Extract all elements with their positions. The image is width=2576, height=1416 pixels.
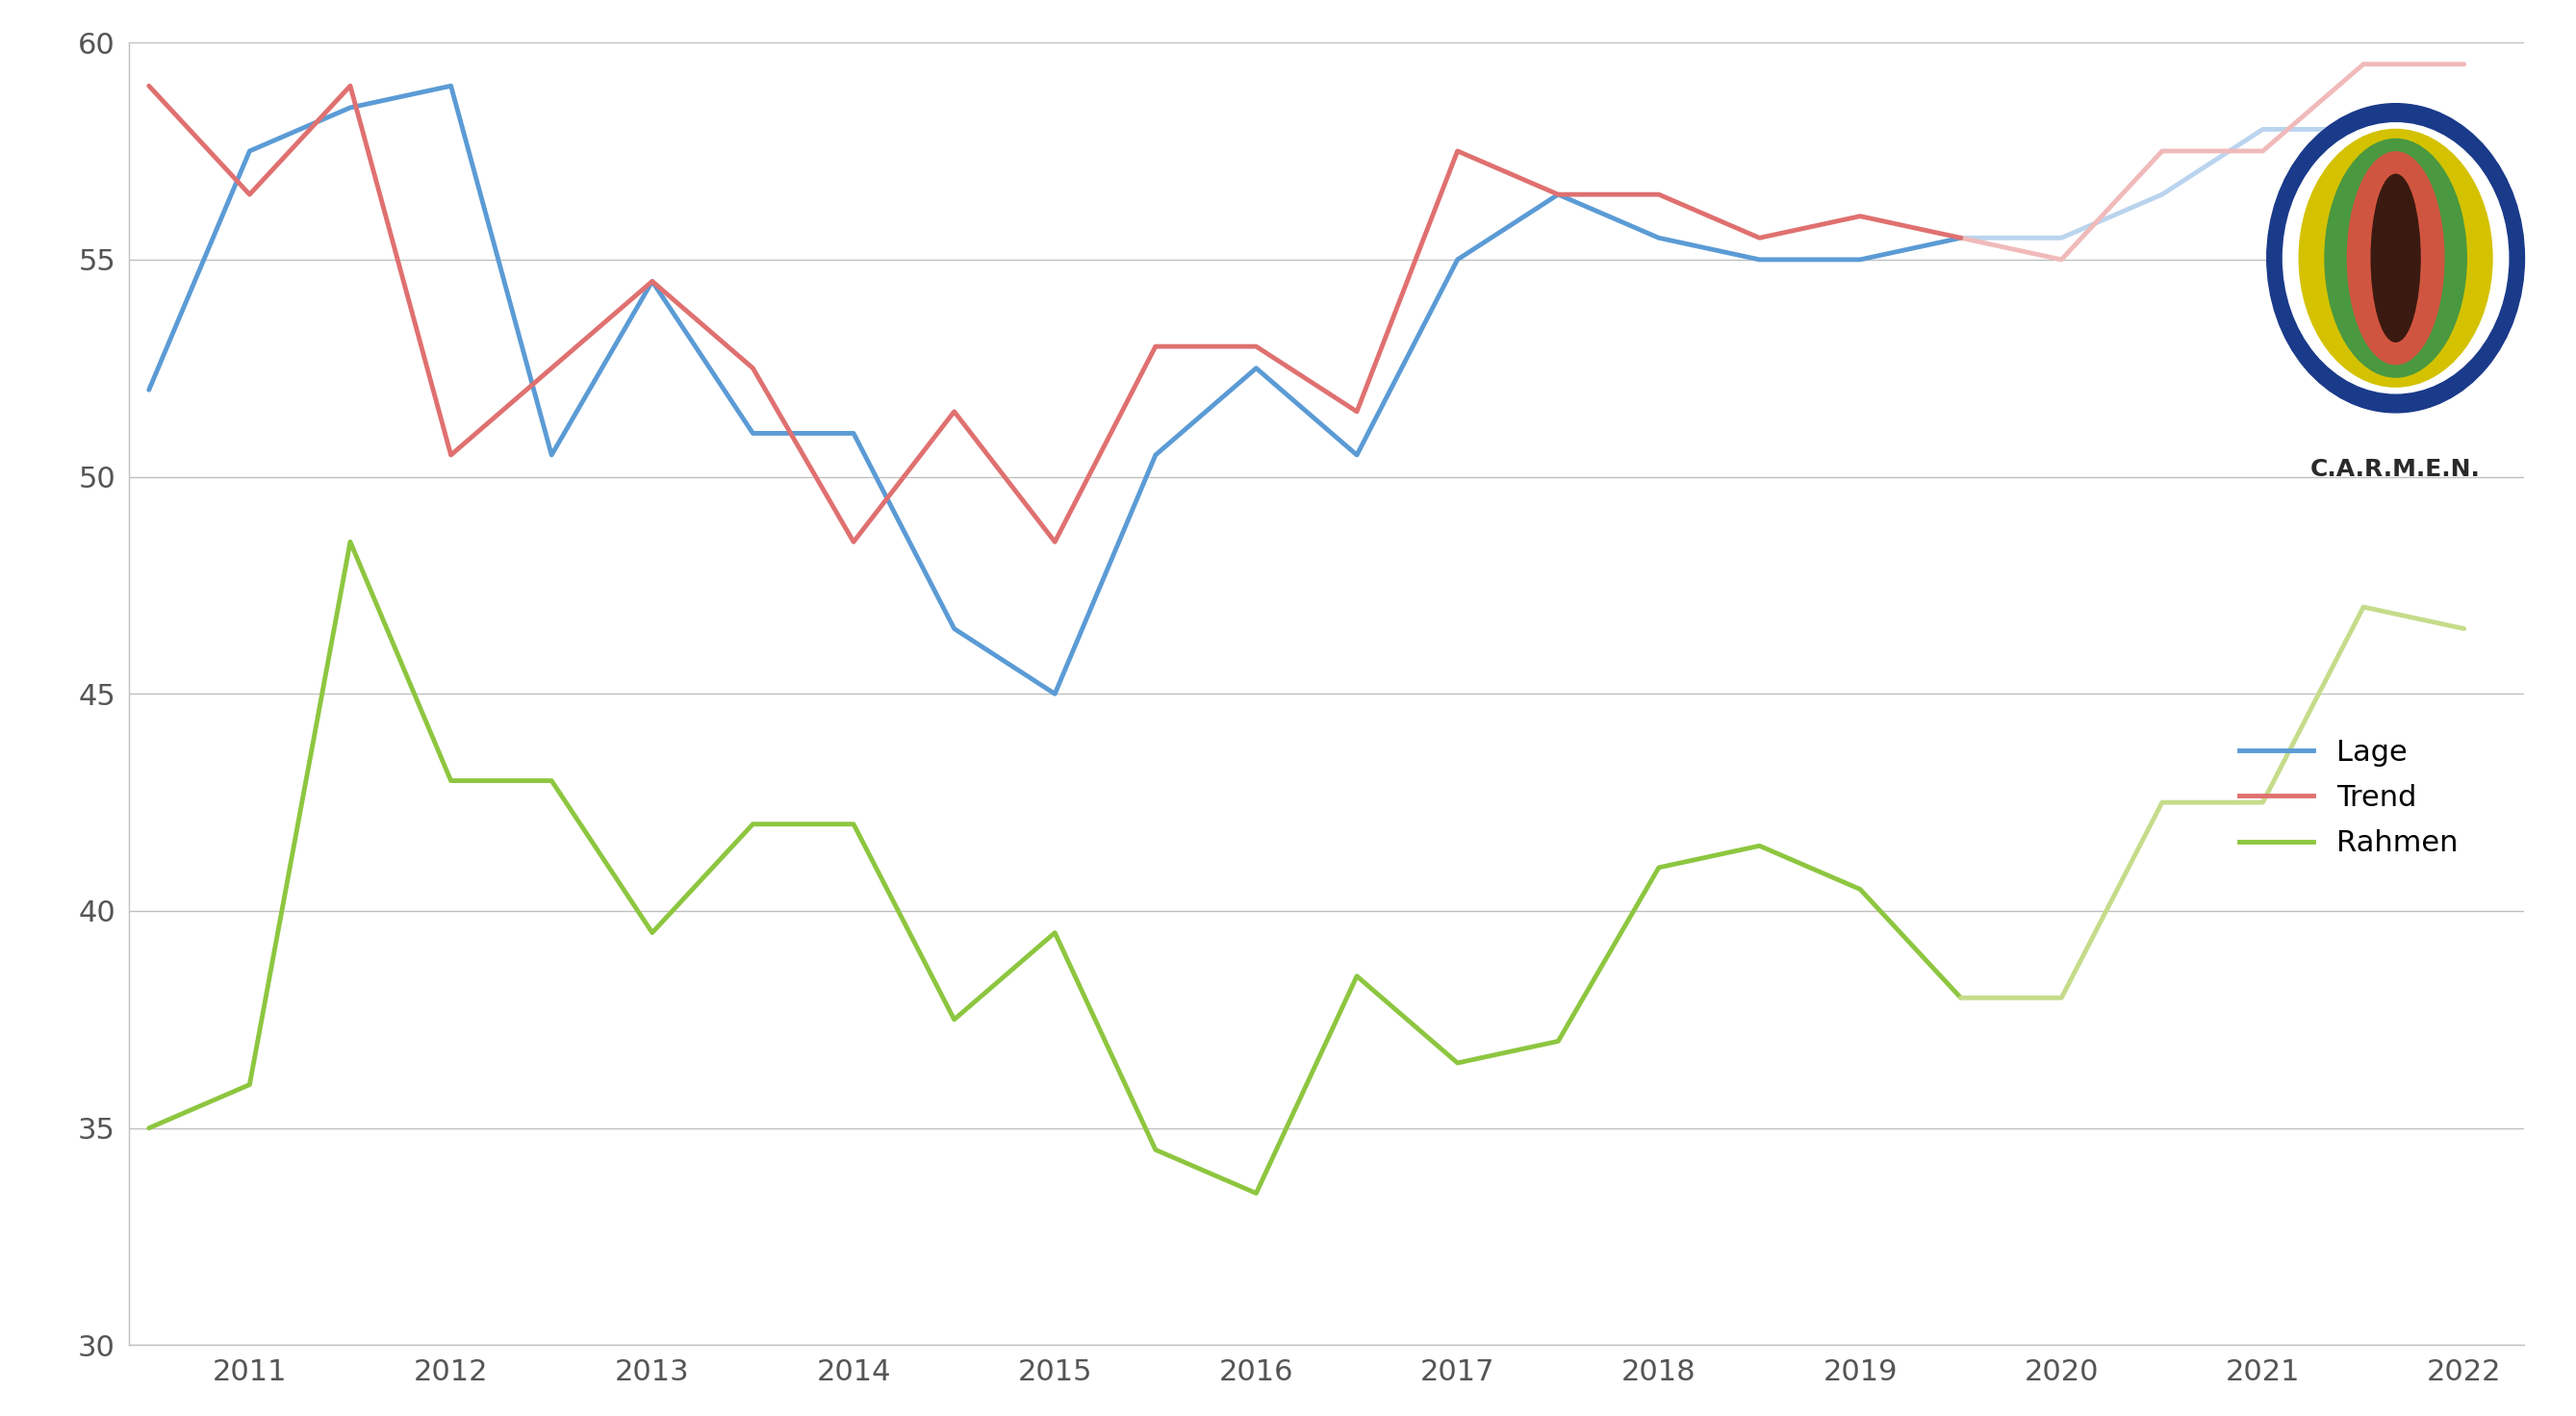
Ellipse shape (2347, 152, 2445, 364)
Text: C.A.R.M.E.N.: C.A.R.M.E.N. (2311, 457, 2481, 481)
Ellipse shape (2370, 174, 2421, 341)
Ellipse shape (2282, 123, 2509, 394)
Legend: Lage, Trend, Rahmen: Lage, Trend, Rahmen (2228, 726, 2470, 869)
Ellipse shape (2298, 129, 2491, 387)
Ellipse shape (2324, 139, 2465, 377)
Ellipse shape (2267, 103, 2524, 412)
